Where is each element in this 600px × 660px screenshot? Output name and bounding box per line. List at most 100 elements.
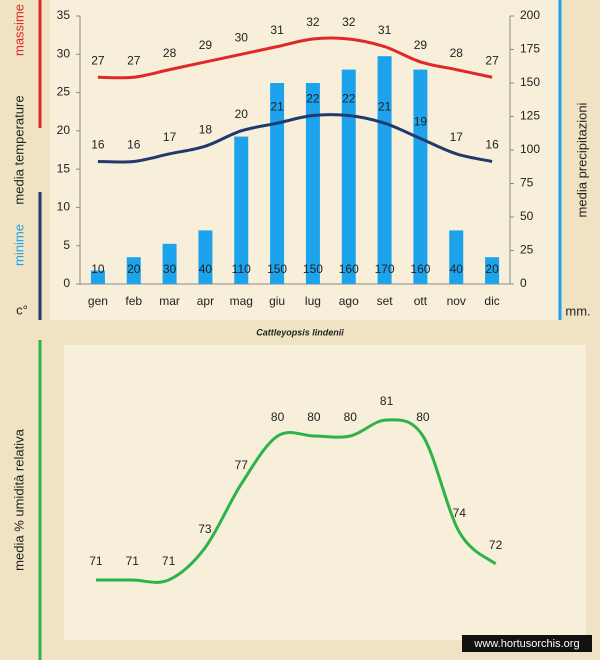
data-label: 20 — [235, 107, 249, 121]
y-tick-label: 5 — [63, 238, 70, 252]
data-label: 27 — [127, 53, 141, 67]
bar — [485, 257, 500, 284]
x-tick-label: ago — [339, 294, 359, 308]
y2-tick-label: 125 — [520, 109, 540, 123]
data-label: 29 — [199, 38, 213, 52]
x-tick-label: dic — [484, 294, 499, 308]
data-label: 71 — [89, 554, 103, 568]
bar-label: 160 — [339, 262, 359, 276]
data-label: 71 — [162, 554, 176, 568]
bar — [341, 69, 356, 284]
bar-label: 150 — [303, 262, 323, 276]
bar-label: 160 — [410, 262, 430, 276]
bar — [234, 136, 249, 284]
y2-tick-label: 150 — [520, 75, 540, 89]
y-tick-label: 35 — [57, 8, 71, 22]
data-label: 81 — [380, 394, 394, 408]
bar-label: 20 — [485, 262, 499, 276]
y2-label: media precipitazioni — [574, 102, 589, 217]
y-unit: c° — [16, 302, 28, 317]
bar — [162, 243, 177, 284]
x-tick-label: lug — [305, 294, 321, 308]
y2-tick-label: 175 — [520, 42, 540, 56]
x-tick-label: nov — [447, 294, 466, 308]
bar — [126, 257, 141, 284]
data-label: 22 — [342, 92, 356, 106]
y-tick-label: 10 — [57, 200, 71, 214]
data-label: 72 — [489, 538, 503, 552]
y-tick-label: 0 — [63, 276, 70, 290]
y-label: media temperature — [11, 95, 26, 204]
y2-unit: mm. — [565, 303, 590, 318]
y2-tick-label: 0 — [520, 276, 527, 290]
x-tick-label: giu — [269, 294, 285, 308]
data-label: 18 — [199, 122, 213, 136]
caption: Cattleyopsis lindenii — [256, 327, 344, 337]
data-label: 71 — [126, 554, 140, 568]
data-label: 80 — [307, 410, 321, 424]
data-label: 74 — [453, 506, 467, 520]
y2-tick-label: 50 — [520, 209, 534, 223]
data-label: 31 — [270, 23, 284, 37]
y-label: media % umidità relativa — [11, 428, 26, 570]
y-tick-label: 25 — [57, 85, 71, 99]
data-label: 19 — [414, 115, 428, 129]
line — [97, 36, 493, 80]
y2-tick-label: 100 — [520, 142, 540, 156]
bar-label: 150 — [267, 262, 287, 276]
line — [97, 113, 493, 164]
bottom-panel — [64, 345, 586, 640]
y-label-bottom: minime — [11, 224, 26, 266]
data-label: 27 — [485, 53, 499, 67]
y-tick-label: 20 — [57, 123, 71, 137]
data-label: 77 — [235, 458, 249, 472]
data-label: 80 — [416, 410, 430, 424]
data-label: 27 — [91, 53, 105, 67]
bar-label: 40 — [450, 262, 464, 276]
y-label-top: massime — [11, 4, 26, 56]
line — [95, 418, 497, 584]
data-label: 30 — [235, 30, 249, 44]
bar — [377, 56, 392, 285]
bar-label: 30 — [163, 262, 177, 276]
x-tick-label: gen — [88, 294, 108, 308]
data-label: 17 — [163, 130, 177, 144]
data-label: 32 — [306, 15, 320, 29]
bar — [90, 270, 105, 284]
x-tick-label: mar — [159, 294, 180, 308]
y2-tick-label: 25 — [520, 243, 534, 257]
data-label: 28 — [450, 46, 464, 60]
bar-label: 20 — [127, 262, 141, 276]
bar — [198, 230, 213, 284]
data-label: 16 — [127, 138, 141, 152]
bar — [413, 69, 428, 284]
watermark-box — [462, 635, 592, 652]
bar-label: 170 — [375, 262, 395, 276]
x-tick-label: set — [377, 294, 394, 308]
y2-tick-label: 200 — [520, 8, 540, 22]
data-label: 21 — [378, 99, 392, 113]
y-tick-label: 15 — [57, 161, 71, 175]
data-label: 80 — [271, 410, 285, 424]
data-label: 80 — [344, 410, 358, 424]
x-tick-label: apr — [197, 294, 214, 308]
watermark: www.hortusorchis.org — [473, 638, 579, 650]
data-label: 29 — [414, 38, 428, 52]
x-tick-label: ott — [414, 294, 428, 308]
data-label: 16 — [91, 138, 105, 152]
y-tick-label: 30 — [57, 46, 71, 60]
x-tick-label: feb — [125, 294, 142, 308]
data-label: 21 — [270, 99, 284, 113]
y2-tick-label: 75 — [520, 176, 534, 190]
data-label: 22 — [306, 92, 320, 106]
data-label: 28 — [163, 46, 177, 60]
data-label: 32 — [342, 15, 356, 29]
x-tick-label: mag — [230, 294, 253, 308]
data-label: 73 — [198, 522, 212, 536]
data-label: 31 — [378, 23, 392, 37]
data-label: 17 — [450, 130, 464, 144]
bar — [270, 83, 285, 284]
bar — [305, 83, 320, 284]
bar-label: 110 — [232, 262, 251, 276]
